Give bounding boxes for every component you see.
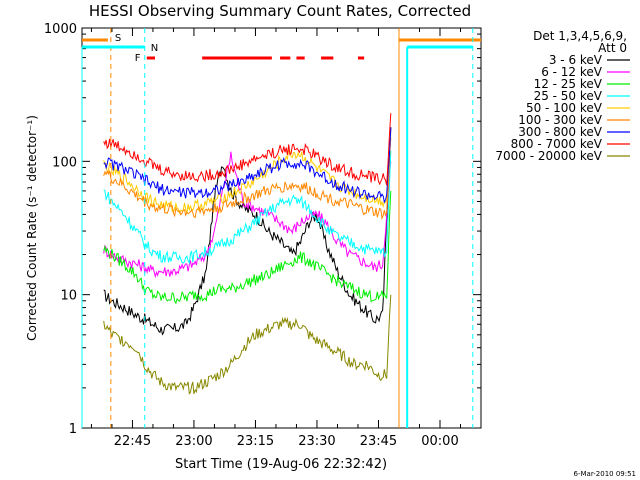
x-tick-label: 23:00 (175, 434, 212, 449)
plot-frame (81, 27, 482, 429)
x-tick-label: 23:15 (237, 434, 274, 449)
chart-title: HESSI Observing Summary Count Rates, Cor… (89, 2, 471, 20)
x-tick-label: 23:30 (298, 434, 335, 449)
y-tick-label: 1000 (44, 22, 77, 37)
series-line-3 (103, 190, 392, 305)
y-tick-label: 100 (52, 155, 77, 170)
series-line-8 (103, 113, 392, 186)
legend-entry-label: 300 - 800 keV (518, 125, 602, 139)
x-axis-label: Start Time (19-Aug-06 22:32:42) (175, 457, 387, 472)
legend-header-attenuator: Att 0 (598, 41, 627, 55)
legend-entry-label: 12 - 25 keV (534, 77, 603, 91)
series-layer (103, 113, 392, 395)
x-tick-label: 00:00 (421, 434, 458, 449)
n-flag-label: N (151, 43, 158, 54)
flag-layer: S NF (81, 28, 481, 428)
f-flag-label: F (135, 53, 141, 64)
s-flag-label: S (115, 33, 121, 44)
series-line-9 (103, 294, 392, 395)
legend-entry-label: 25 - 50 keV (534, 89, 603, 103)
series-line-1 (103, 127, 392, 336)
legend-entry-label: 50 - 100 keV (526, 101, 603, 115)
y-tick-label: 10 (60, 289, 77, 304)
x-tick-label: 22:45 (114, 434, 151, 449)
series-line-6 (103, 137, 392, 221)
y-axis-label: Corrected Count Rate (s⁻¹ detector⁻¹) (25, 115, 39, 341)
x-axis-ticks: 22:45 23:00 23:15 23:30 23:45 00:00 (90, 28, 482, 449)
legend-entry-label: 800 - 7000 keV (511, 137, 603, 151)
date-stamp: 6-Mar-2010 09:51 (574, 470, 636, 478)
legend-header-detectors: Det 1,3,4,5,6,9, (533, 29, 627, 43)
y-tick-label: 1 (69, 422, 77, 437)
series-line-2 (103, 151, 392, 279)
x-tick-label: 23:45 (360, 434, 397, 449)
y-axis-ticks: 1 10 100 1000 (44, 22, 481, 437)
legend-entry-label: 3 - 6 keV (549, 53, 603, 67)
series-line-7 (103, 127, 392, 204)
series-line-4 (103, 150, 392, 265)
legend-entry-label: 7000 - 20000 keV (495, 149, 602, 163)
legend-entry-label: 100 - 300 keV (518, 113, 602, 127)
legend-entry-label: 6 - 12 keV (541, 65, 603, 79)
